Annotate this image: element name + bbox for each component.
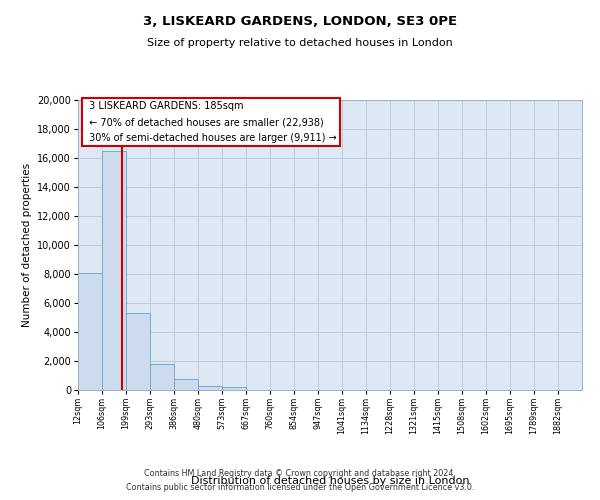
Bar bbox=[102, 151, 126, 390]
Text: Size of property relative to detached houses in London: Size of property relative to detached ho… bbox=[147, 38, 453, 48]
Bar bbox=[78, 272, 102, 390]
Text: 3 LISKEARD GARDENS: 185sqm
 ← 70% of detached houses are smaller (22,938)
 30% o: 3 LISKEARD GARDENS: 185sqm ← 70% of deta… bbox=[86, 102, 337, 142]
Text: Contains HM Land Registry data © Crown copyright and database right 2024.: Contains HM Land Registry data © Crown c… bbox=[144, 468, 456, 477]
Text: 3, LISKEARD GARDENS, LONDON, SE3 0PE: 3, LISKEARD GARDENS, LONDON, SE3 0PE bbox=[143, 15, 457, 28]
Text: Contains public sector information licensed under the Open Government Licence v3: Contains public sector information licen… bbox=[126, 484, 474, 492]
X-axis label: Distribution of detached houses by size in London: Distribution of detached houses by size … bbox=[191, 476, 469, 486]
Bar bbox=[198, 386, 222, 390]
Bar bbox=[150, 364, 174, 390]
Bar bbox=[222, 387, 246, 390]
Y-axis label: Number of detached properties: Number of detached properties bbox=[22, 163, 32, 327]
Bar bbox=[174, 379, 198, 390]
Bar bbox=[126, 313, 150, 390]
